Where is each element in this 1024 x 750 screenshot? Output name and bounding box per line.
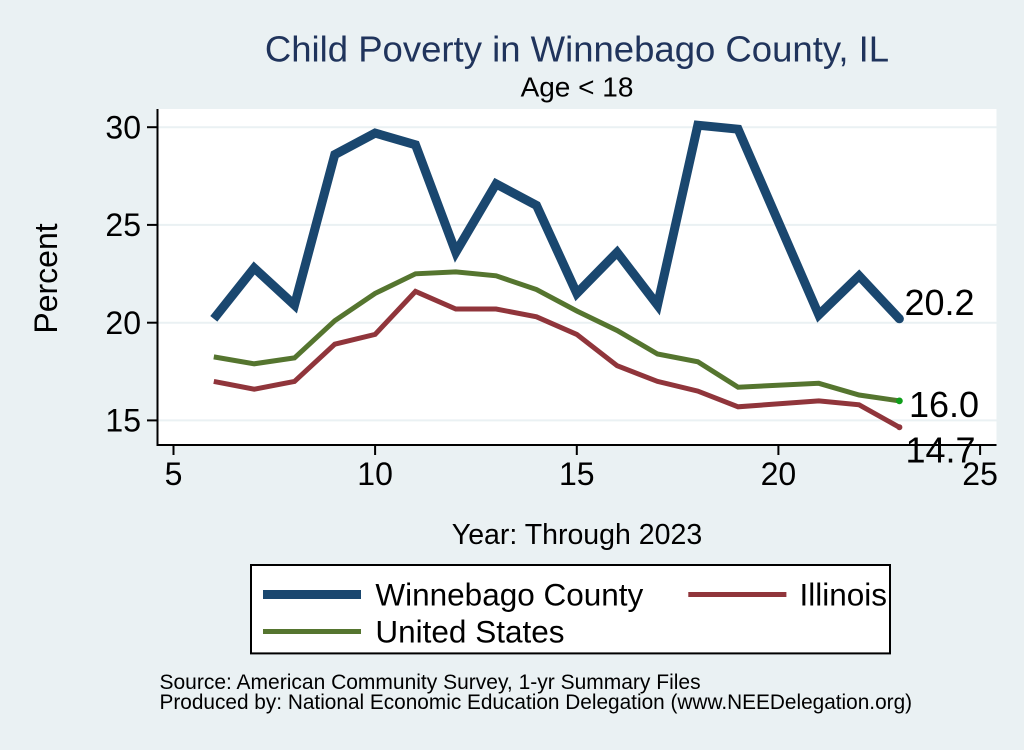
svg-text:10: 10: [357, 456, 393, 492]
svg-text:Produced by: National Economic: Produced by: National Economic Education…: [160, 691, 913, 714]
svg-text:30: 30: [105, 110, 141, 146]
svg-text:Winnebago County: Winnebago County: [375, 577, 643, 613]
svg-text:Year: Through 2023: Year: Through 2023: [452, 519, 702, 551]
svg-text:20: 20: [761, 456, 797, 492]
svg-text:Source: American Community Sur: Source: American Community Survey, 1-yr …: [160, 671, 701, 694]
svg-text:United States: United States: [375, 614, 564, 650]
svg-text:5: 5: [165, 456, 183, 492]
svg-text:15: 15: [559, 456, 595, 492]
svg-text:Child Poverty in Winnebago Cou: Child Poverty in Winnebago County, IL: [265, 29, 889, 70]
svg-text:20: 20: [105, 305, 141, 341]
svg-text:16.0: 16.0: [909, 384, 979, 425]
svg-text:25: 25: [105, 207, 141, 243]
svg-text:Percent: Percent: [28, 223, 64, 333]
svg-text:15: 15: [105, 403, 141, 439]
svg-text:Illinois: Illinois: [800, 577, 888, 613]
svg-text:20.2: 20.2: [905, 282, 975, 323]
svg-text:14.7: 14.7: [906, 429, 976, 470]
svg-text:Age < 18: Age < 18: [521, 72, 634, 103]
svg-text:25: 25: [962, 456, 998, 492]
